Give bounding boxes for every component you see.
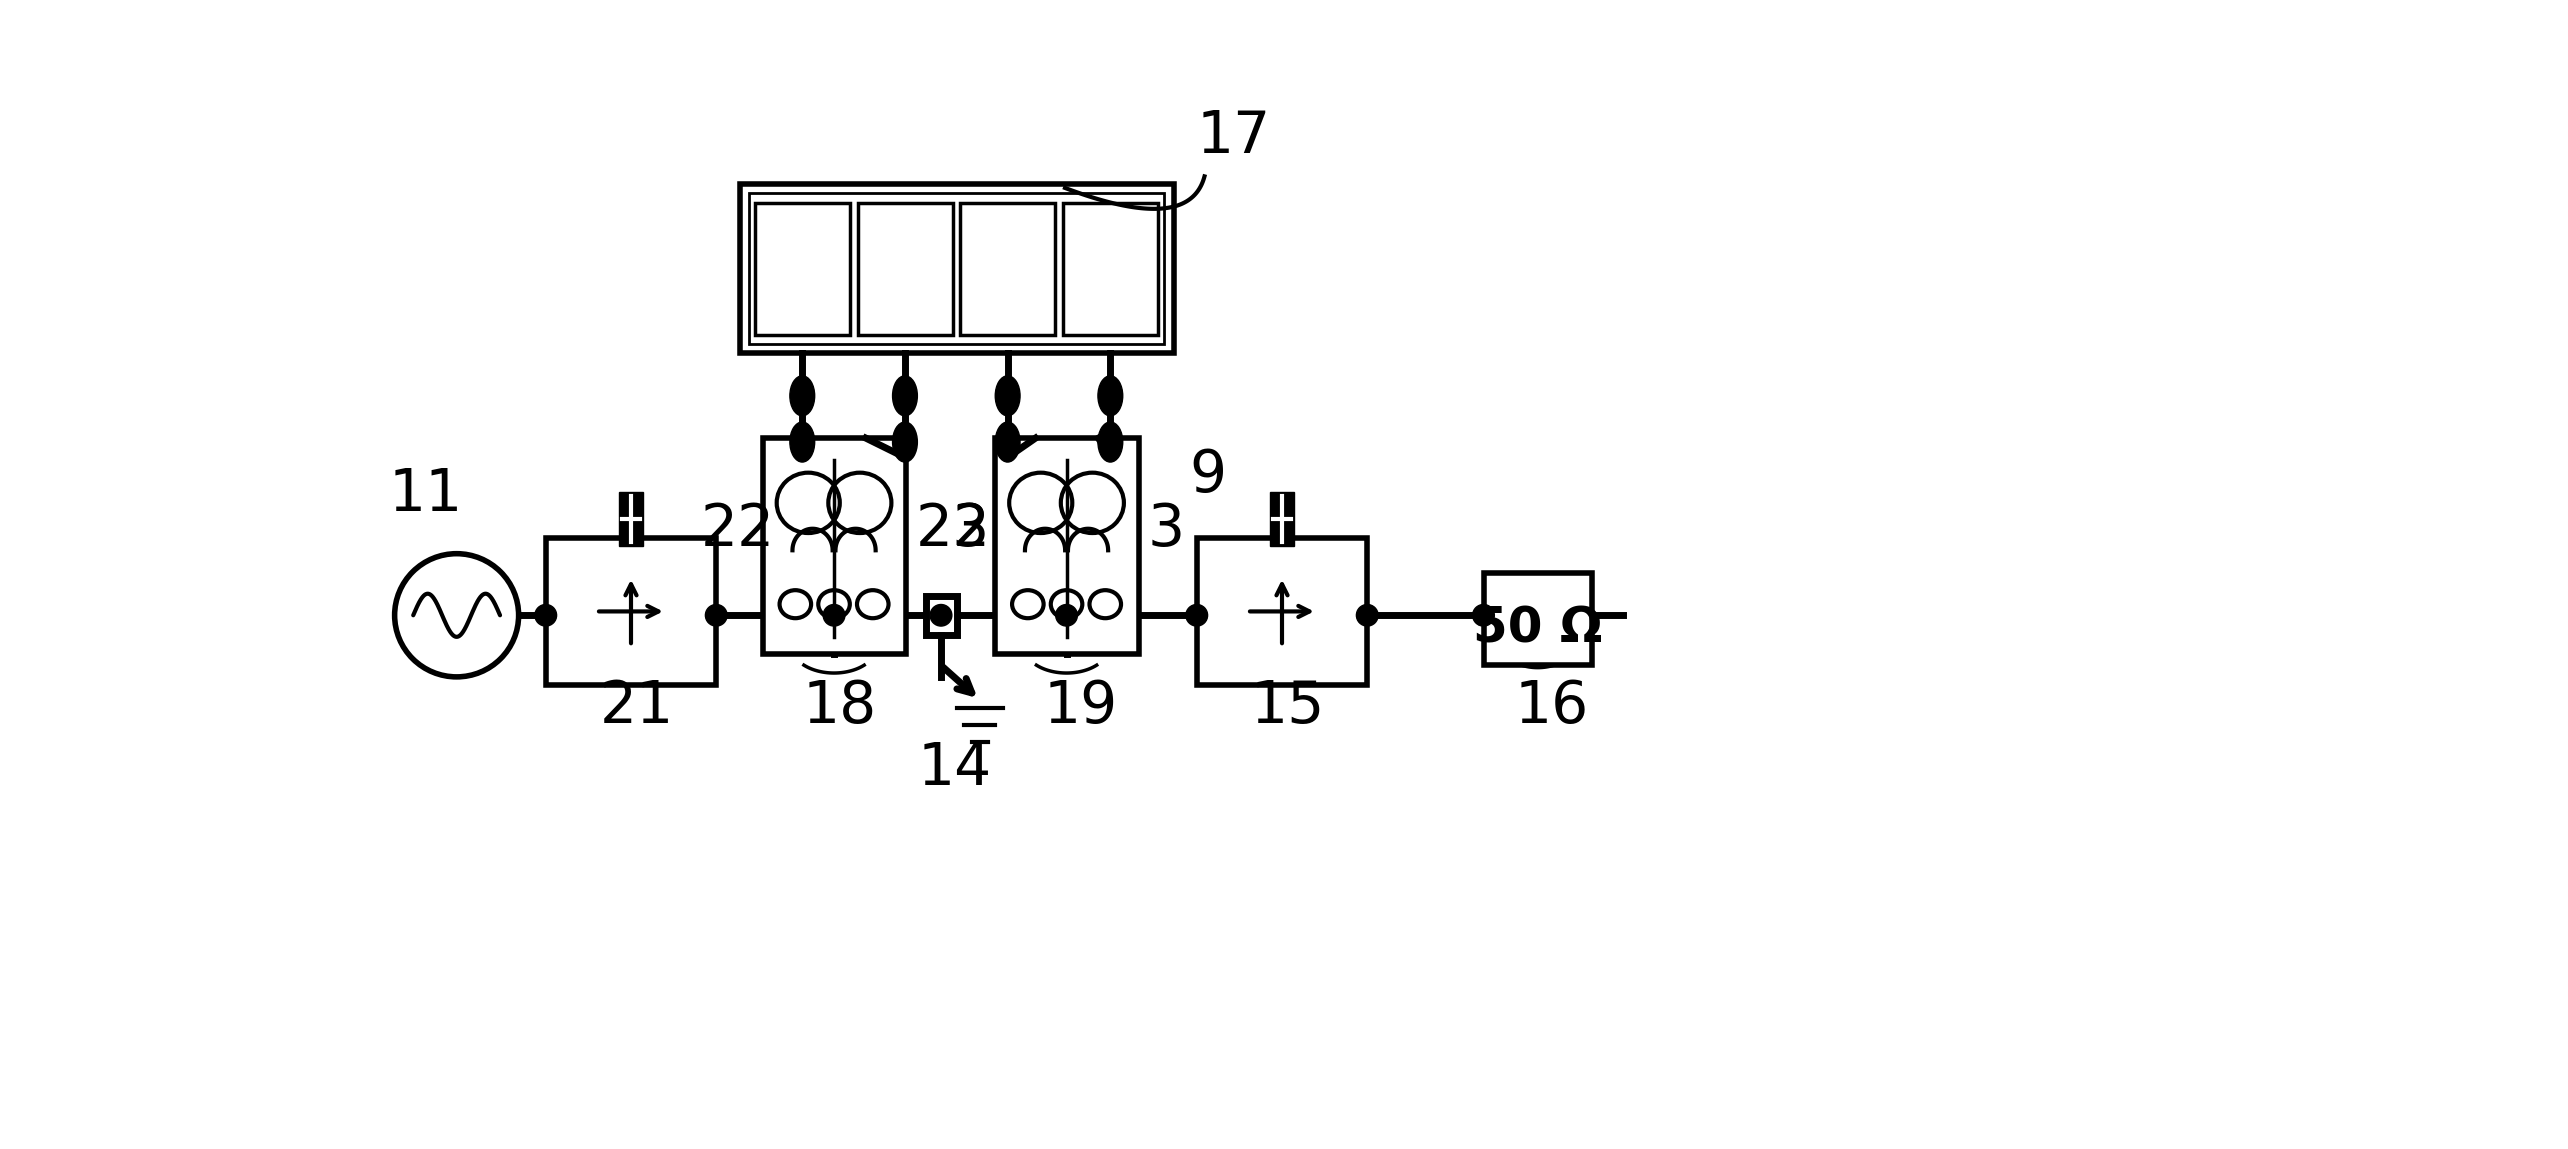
Text: 18: 18 bbox=[804, 678, 878, 735]
Bar bbox=[1063, 202, 1158, 336]
Text: 9: 9 bbox=[1189, 447, 1225, 504]
Bar bbox=[858, 202, 953, 336]
Circle shape bbox=[534, 604, 557, 626]
Bar bbox=[740, 184, 1174, 354]
Bar bbox=[763, 438, 907, 654]
Text: 19: 19 bbox=[1043, 678, 1117, 735]
Bar bbox=[750, 193, 1163, 345]
Text: 22: 22 bbox=[701, 501, 776, 558]
Ellipse shape bbox=[791, 376, 814, 416]
Bar bbox=[996, 438, 1138, 654]
Ellipse shape bbox=[996, 376, 1019, 416]
Bar bbox=[960, 202, 1055, 336]
Bar bbox=[1197, 538, 1366, 685]
Ellipse shape bbox=[894, 422, 917, 462]
Circle shape bbox=[1186, 604, 1207, 626]
Circle shape bbox=[1055, 604, 1079, 626]
Text: 16: 16 bbox=[1515, 678, 1590, 735]
Bar bbox=[1484, 573, 1592, 665]
Bar bbox=[755, 202, 850, 336]
Text: 2: 2 bbox=[953, 501, 989, 558]
Circle shape bbox=[930, 604, 953, 626]
Circle shape bbox=[824, 604, 845, 626]
Text: 11: 11 bbox=[388, 465, 462, 523]
Text: 15: 15 bbox=[1251, 678, 1325, 735]
Text: 14: 14 bbox=[917, 740, 991, 796]
Circle shape bbox=[706, 604, 727, 626]
Text: 3: 3 bbox=[1148, 501, 1184, 558]
Circle shape bbox=[1356, 604, 1379, 626]
Text: 23: 23 bbox=[914, 501, 989, 558]
Ellipse shape bbox=[996, 422, 1019, 462]
Ellipse shape bbox=[1099, 376, 1122, 416]
Bar bbox=[547, 538, 716, 685]
Bar bbox=[924, 596, 955, 634]
Ellipse shape bbox=[791, 422, 814, 462]
Ellipse shape bbox=[1099, 422, 1122, 462]
Ellipse shape bbox=[894, 376, 917, 416]
Text: 21: 21 bbox=[601, 678, 675, 735]
Bar bbox=[619, 492, 642, 546]
Circle shape bbox=[1471, 604, 1495, 626]
Text: 50 Ω: 50 Ω bbox=[1474, 604, 1602, 653]
Text: 17: 17 bbox=[1197, 108, 1271, 165]
Bar bbox=[1271, 492, 1294, 546]
